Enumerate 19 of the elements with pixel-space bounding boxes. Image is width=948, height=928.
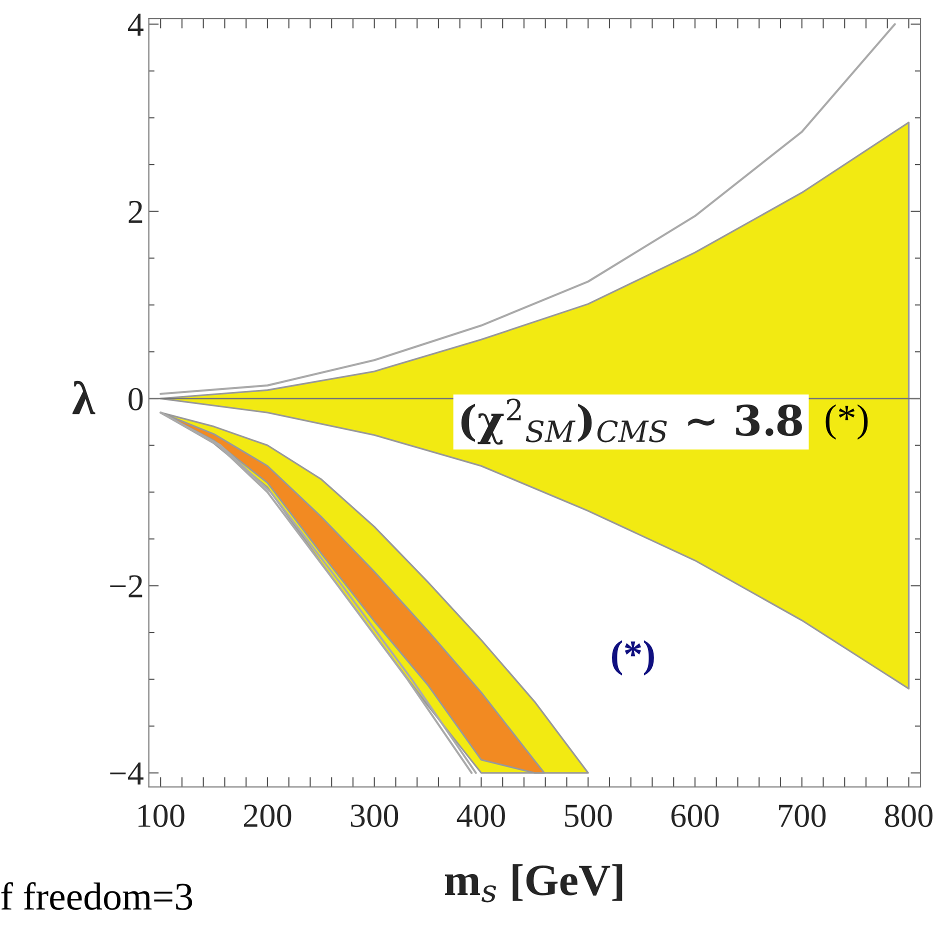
annotation: (*) xyxy=(826,404,868,440)
y-tick-label: −4 xyxy=(110,762,144,784)
annotation: (*) xyxy=(612,640,654,676)
y-tick-label: 4 xyxy=(128,14,144,36)
x-tick-label: 100 xyxy=(138,804,184,828)
x-tick-label: 300 xyxy=(350,804,398,828)
x-tick-label: 500 xyxy=(565,804,612,828)
y-tick-label: 2 xyxy=(128,200,142,223)
text: f freedom=3 xyxy=(1,882,192,910)
x-tick-label: 400 xyxy=(456,804,505,828)
x-axis-title: m$_{s}$ [GeV] xyxy=(444,864,622,902)
y-axis-title: λ xyxy=(72,380,96,414)
x-tick-label: 700 xyxy=(779,804,826,828)
x-tick-label: 800 xyxy=(885,804,932,828)
x-tick-label: 600 xyxy=(671,804,719,828)
annotation: (χ$^{2}$$_{SM}$)$_{CMS}$ ∼ 3.8 xyxy=(461,398,802,445)
x-tick-label: 200 xyxy=(244,804,292,828)
y-tick-label: 0 xyxy=(128,388,143,410)
y-tick-label: −2 xyxy=(110,575,142,598)
